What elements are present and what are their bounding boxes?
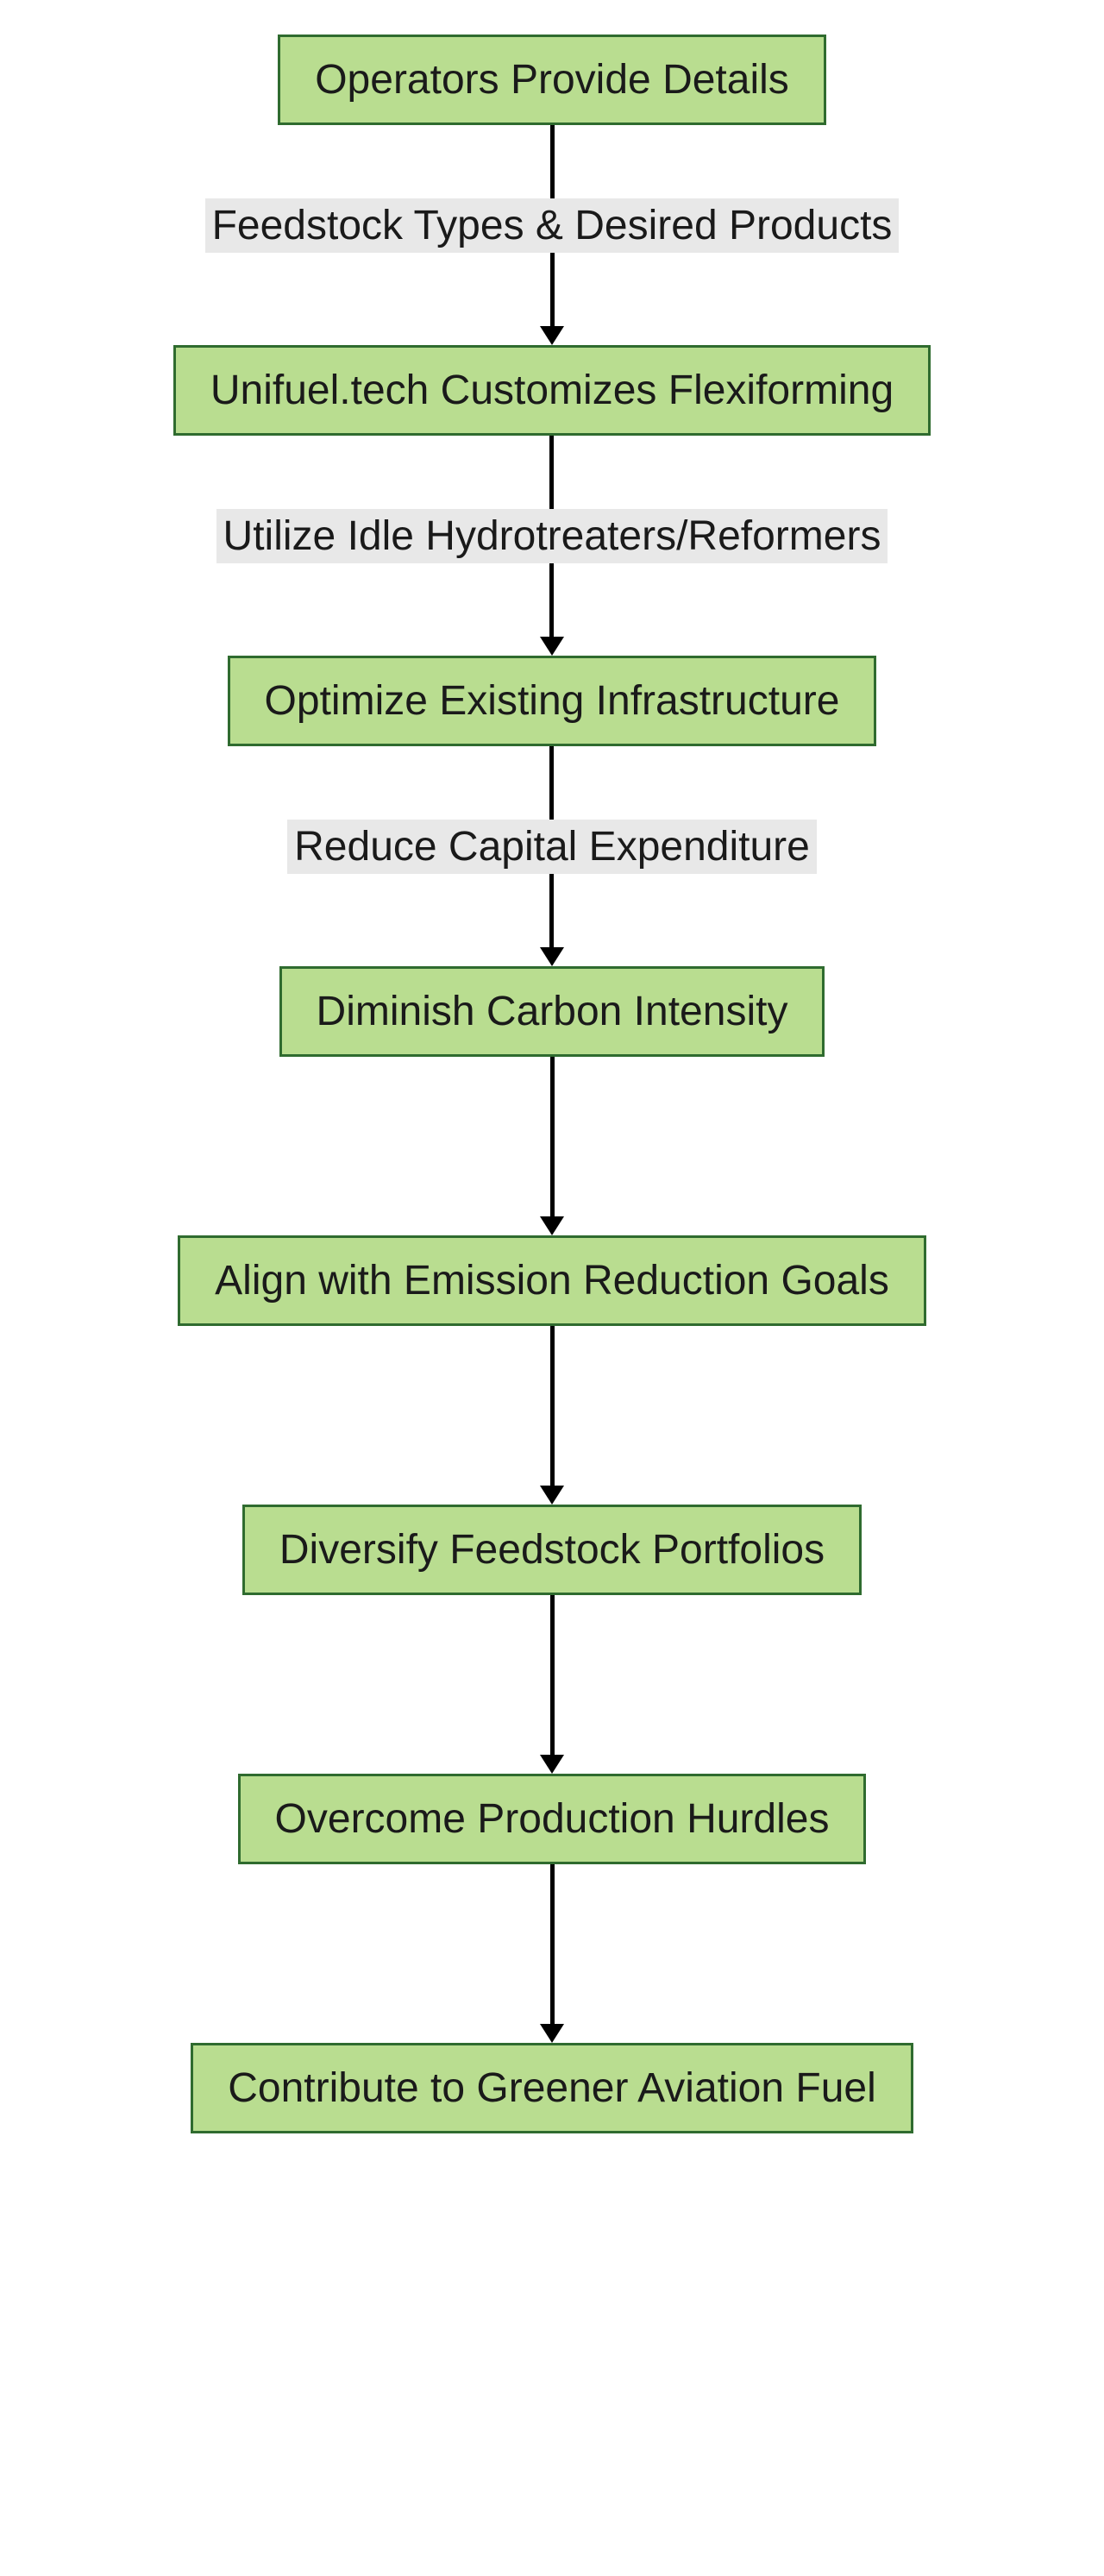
node-label: Overcome Production Hurdles — [275, 1795, 830, 1843]
arrow-line — [549, 436, 554, 509]
arrow-line — [550, 1326, 555, 1486]
edge-label: Reduce Capital Expenditure — [287, 820, 817, 874]
arrow-head-icon — [540, 637, 564, 656]
arrow-head-icon — [540, 2024, 564, 2043]
node-diversify-feedstock: Diversify Feedstock Portfolios — [242, 1505, 862, 1595]
node-unifuel-customizes: Unifuel.tech Customizes Flexiforming — [173, 345, 931, 436]
edge-label: Feedstock Types & Desired Products — [205, 198, 900, 253]
arrow-head-icon — [540, 1755, 564, 1774]
node-label: Contribute to Greener Aviation Fuel — [228, 2064, 876, 2112]
node-optimize-infrastructure: Optimize Existing Infrastructure — [228, 656, 877, 746]
arrow-line — [549, 563, 554, 637]
node-label: Align with Emission Reduction Goals — [215, 1257, 889, 1304]
arrow-line — [550, 1595, 555, 1755]
node-diminish-carbon: Diminish Carbon Intensity — [279, 966, 825, 1057]
arrow-head-icon — [540, 1216, 564, 1235]
edge-label: Utilize Idle Hydrotreaters/Reformers — [216, 509, 888, 563]
node-operators-provide-details: Operators Provide Details — [278, 35, 826, 125]
arrow-line — [550, 125, 555, 198]
node-align-emission-goals: Align with Emission Reduction Goals — [178, 1235, 926, 1326]
edge-3: Reduce Capital Expenditure — [287, 746, 817, 966]
edge-2: Utilize Idle Hydrotreaters/Reformers — [216, 436, 888, 656]
arrow-line — [550, 1864, 555, 2024]
node-label: Optimize Existing Infrastructure — [265, 677, 840, 725]
arrow-head-icon — [540, 1486, 564, 1505]
arrow-line — [549, 746, 554, 820]
edge-5 — [540, 1326, 564, 1505]
arrow-head-icon — [540, 326, 564, 345]
arrow-head-icon — [540, 947, 564, 966]
node-greener-aviation-fuel: Contribute to Greener Aviation Fuel — [191, 2043, 913, 2133]
edge-4 — [540, 1057, 564, 1235]
arrow-line — [549, 874, 554, 947]
arrow-line — [550, 253, 555, 326]
node-label: Unifuel.tech Customizes Flexiforming — [210, 367, 894, 414]
node-label: Operators Provide Details — [315, 56, 789, 104]
flowchart-container: Operators Provide Details Feedstock Type… — [0, 0, 1104, 2168]
edge-6 — [540, 1595, 564, 1774]
node-overcome-hurdles: Overcome Production Hurdles — [238, 1774, 867, 1864]
node-label: Diversify Feedstock Portfolios — [279, 1526, 825, 1574]
edge-7 — [540, 1864, 564, 2043]
node-label: Diminish Carbon Intensity — [317, 988, 788, 1035]
arrow-line — [550, 1057, 555, 1216]
edge-1: Feedstock Types & Desired Products — [205, 125, 900, 345]
